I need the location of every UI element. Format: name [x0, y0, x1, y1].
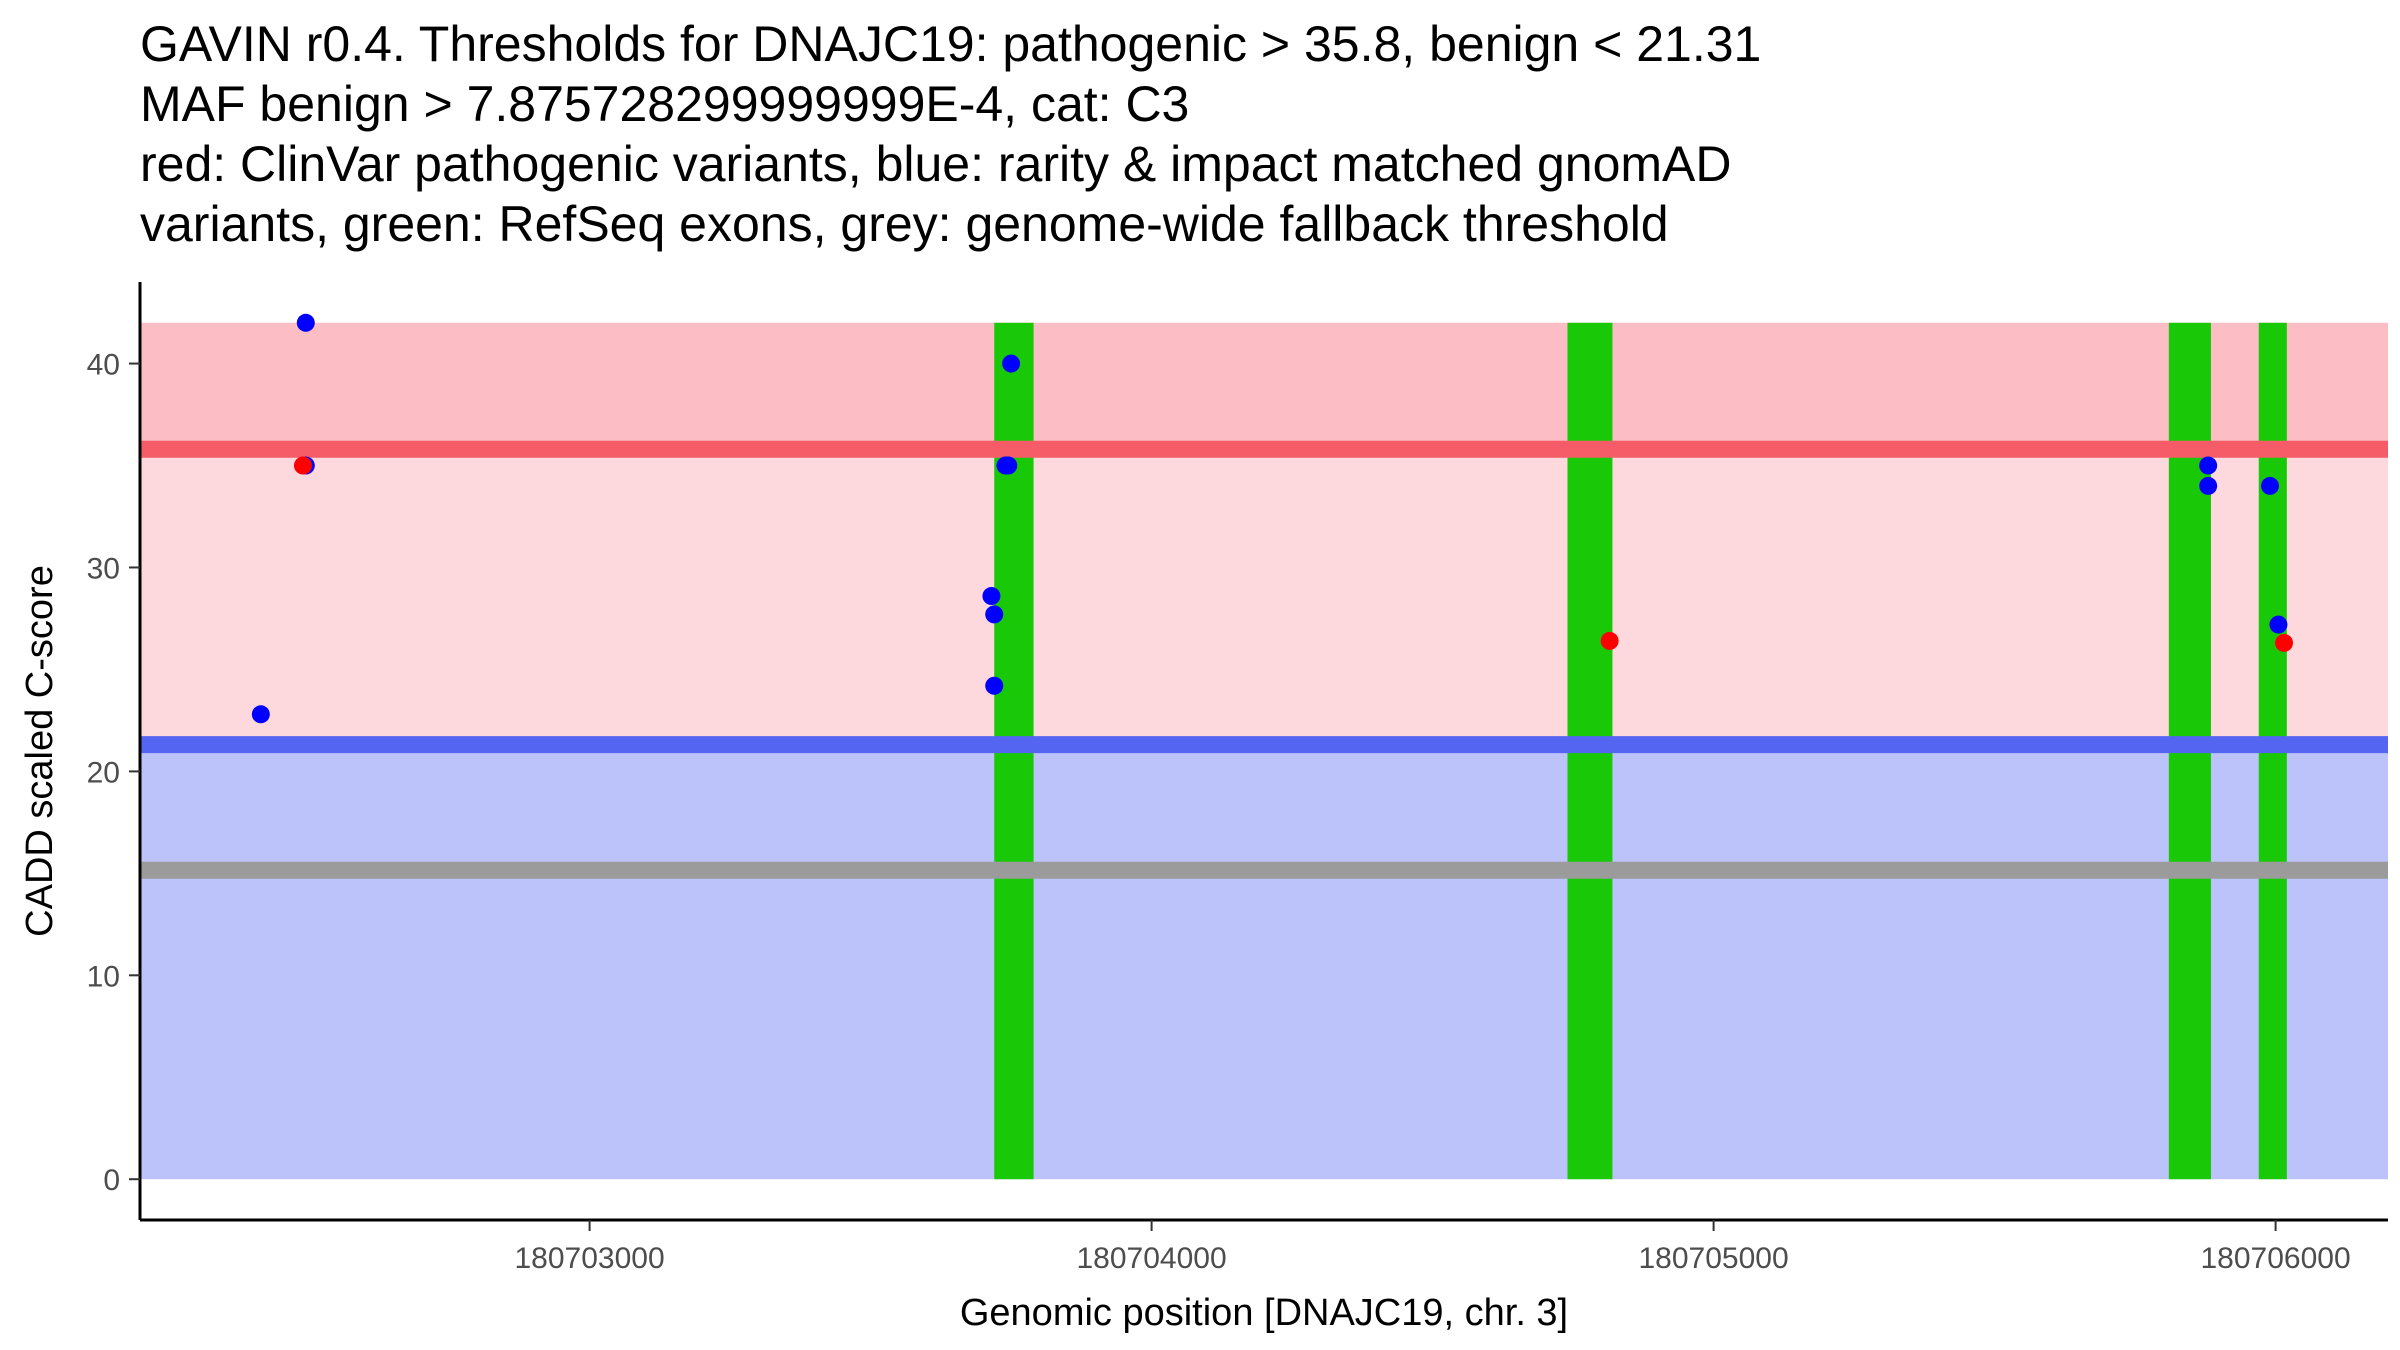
- pathogenic-top-region: [140, 322, 2388, 450]
- gnomad-variant-point: [2199, 456, 2218, 475]
- gnomad-variant-point: [296, 313, 315, 332]
- gnomad-variant-point: [985, 605, 1004, 624]
- title-line-3: red: ClinVar pathogenic variants, blue: …: [140, 136, 1732, 192]
- clinvar-variant-point: [2275, 633, 2294, 652]
- variant-points: [251, 313, 2294, 724]
- benign-region: [140, 744, 2388, 1180]
- gnomad-variant-point: [2260, 476, 2279, 495]
- y-tick-label: 30: [87, 552, 120, 585]
- clinvar-variant-point: [1600, 631, 1619, 650]
- gnomad-variant-point: [2199, 476, 2218, 495]
- gnomad-variant-point: [999, 456, 1018, 475]
- y-tick-label: 0: [103, 1164, 120, 1197]
- axes: 0 10 20 30 40 180703000 180704000 180705000 1807…: [87, 282, 2388, 1275]
- gnomad-variant-point: [1002, 354, 1021, 373]
- y-tick-label: 10: [87, 960, 120, 993]
- x-tick-label: 180706000: [2201, 1242, 2351, 1275]
- x-axis-title: Genomic position [DNAJC19, chr. 3]: [960, 1292, 1568, 1334]
- y-tick-label: 20: [87, 756, 120, 789]
- title-line-1: GAVIN r0.4. Thresholds for DNAJC19: path…: [140, 16, 1762, 72]
- gnomad-variant-point: [985, 676, 1004, 695]
- title-line-2: MAF benign > 7.875728299999999E-4, cat: …: [140, 76, 1190, 132]
- gnomad-variant-point: [2269, 615, 2288, 634]
- gnomad-variant-point: [251, 705, 270, 724]
- y-axis-title: CADD scaled C-score: [19, 565, 61, 937]
- x-tick-label: 180704000: [1077, 1242, 1227, 1275]
- threshold-lines: [140, 440, 2388, 879]
- pathogenic-region: [140, 449, 2388, 745]
- x-tick-label: 180703000: [515, 1242, 665, 1275]
- x-tick-label: 180705000: [1639, 1242, 1789, 1275]
- threshold-regions: [140, 322, 2388, 1180]
- title-line-4: variants, green: RefSeq exons, grey: gen…: [140, 196, 1669, 252]
- y-tick-label: 40: [87, 349, 120, 382]
- clinvar-variant-point: [293, 456, 312, 475]
- chart-title: GAVIN r0.4. Thresholds for DNAJC19: path…: [140, 14, 2360, 254]
- gnomad-variant-point: [982, 587, 1001, 606]
